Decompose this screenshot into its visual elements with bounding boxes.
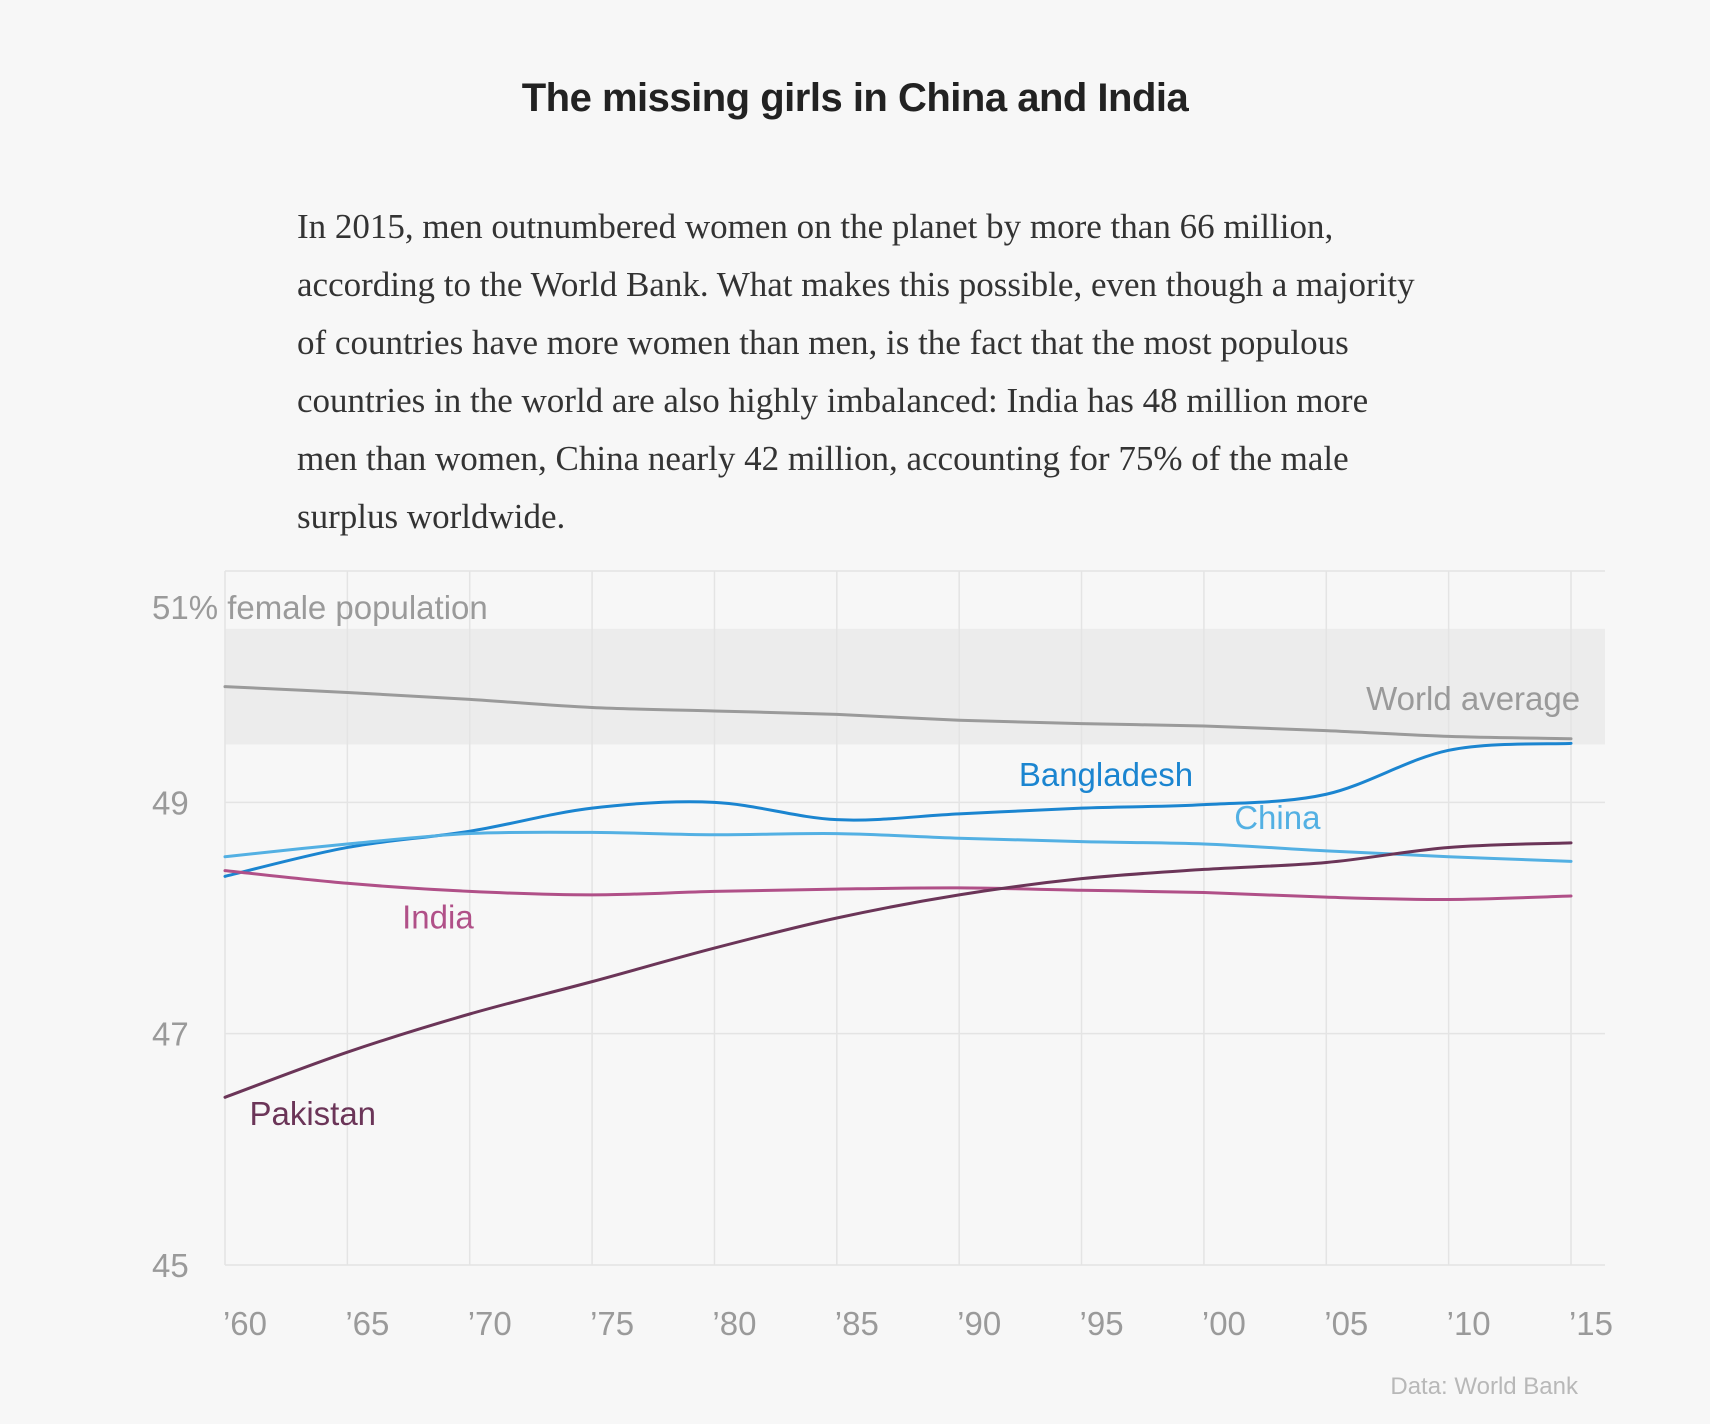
chart-description: In 2015, men outnumbered women on the pl… — [297, 207, 1415, 536]
x-tick-label: ’70 — [468, 1305, 512, 1342]
series-label-india: India — [402, 898, 474, 935]
shaded-band-layer — [225, 628, 1605, 745]
x-tick-label: ’95 — [1080, 1305, 1124, 1342]
x-tick-label: ’60 — [223, 1305, 267, 1342]
series-label-world-average: World average — [1366, 680, 1580, 717]
y-tick-label: 49 — [152, 784, 189, 821]
series-line-india — [223, 869, 1573, 902]
series-layer — [223, 685, 1573, 1099]
series-line-world-average — [223, 685, 1573, 741]
x-tick-label: ’75 — [590, 1305, 634, 1342]
series-label-layer: World average Bangladesh China India Pakista… — [249, 680, 1580, 1132]
x-tick-label: ’15 — [1569, 1305, 1613, 1342]
x-tick-label: ’05 — [1324, 1305, 1368, 1342]
world-average-band — [225, 628, 1605, 745]
x-tick-label: ’90 — [957, 1305, 1001, 1342]
series-label-china: China — [1234, 799, 1321, 836]
source-note: Data: World Bank — [1390, 1373, 1578, 1400]
x-tick-label: ’65 — [345, 1305, 389, 1342]
series-line-china — [223, 830, 1573, 863]
x-tick-label: ’00 — [1202, 1305, 1246, 1342]
y-tick-label: 47 — [152, 1016, 189, 1053]
series-label-pakistan: Pakistan — [249, 1095, 376, 1132]
y-tick-label: 45 — [152, 1247, 189, 1284]
axis-label-layer: 45 47 49 ’60 ’65 ’70 ’75 ’80 ’85 ’90 ’95 ’00 ’05 ’10 ’… — [152, 784, 1613, 1342]
x-tick-label: ’85 — [835, 1305, 879, 1342]
x-tick-label: ’80 — [712, 1305, 756, 1342]
series-label-bangladesh: Bangladesh — [1019, 756, 1193, 793]
chart-title: The missing girls in China and India — [521, 76, 1189, 120]
series-line-pakistan — [223, 841, 1573, 1099]
grid-layer — [224, 570, 1605, 1266]
x-tick-label: ’10 — [1447, 1305, 1491, 1342]
y-axis-label: 51% female population — [152, 589, 488, 626]
